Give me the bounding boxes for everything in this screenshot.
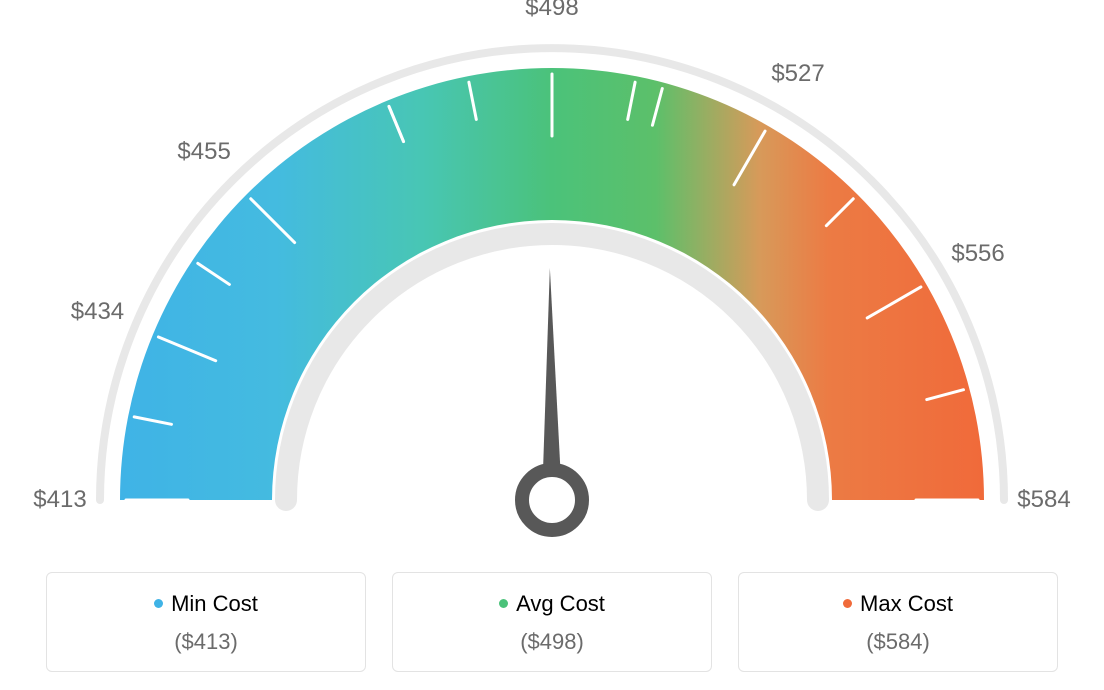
legend-dot-min	[154, 599, 163, 608]
gauge-tick-label: $498	[525, 0, 578, 22]
legend-title-avg-text: Avg Cost	[516, 591, 605, 616]
gauge-tick-label: $527	[771, 60, 824, 88]
legend-value-avg: ($498)	[403, 629, 701, 655]
legend-row: Min Cost ($413) Avg Cost ($498) Max Cost…	[0, 572, 1104, 672]
legend-title-max: Max Cost	[749, 591, 1047, 617]
legend-value-max: ($584)	[749, 629, 1047, 655]
legend-title-min-text: Min Cost	[171, 591, 258, 616]
legend-value-min: ($413)	[57, 629, 355, 655]
gauge-tick-label: $434	[71, 298, 124, 326]
legend-card-avg: Avg Cost ($498)	[392, 572, 712, 672]
gauge-tick-label: $556	[951, 240, 1004, 268]
legend-title-max-text: Max Cost	[860, 591, 953, 616]
legend-title-min: Min Cost	[57, 591, 355, 617]
legend-card-max: Max Cost ($584)	[738, 572, 1058, 672]
legend-title-avg: Avg Cost	[403, 591, 701, 617]
gauge-tick-label: $584	[1017, 486, 1070, 514]
gauge-tick-label: $413	[33, 486, 86, 514]
gauge-chart: $413 $434 $455 $498 $527 $556 $584	[0, 0, 1104, 560]
legend-card-min: Min Cost ($413)	[46, 572, 366, 672]
gauge-svg	[0, 0, 1104, 560]
legend-dot-max	[843, 599, 852, 608]
gauge-tick-label: $455	[177, 138, 230, 166]
legend-dot-avg	[499, 599, 508, 608]
